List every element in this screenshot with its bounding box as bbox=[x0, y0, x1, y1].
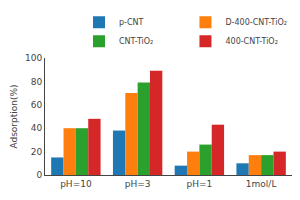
svg-text:D-400-CNT-TiO₂: D-400-CNT-TiO₂ bbox=[225, 18, 286, 27]
svg-text:1mol/L: 1mol/L bbox=[246, 179, 277, 189]
svg-text:0: 0 bbox=[36, 170, 42, 180]
svg-text:pH=1: pH=1 bbox=[187, 179, 213, 189]
svg-text:80: 80 bbox=[31, 77, 43, 87]
svg-text:100: 100 bbox=[25, 53, 42, 63]
svg-text:p-CNT: p-CNT bbox=[119, 18, 144, 27]
svg-text:20: 20 bbox=[31, 147, 43, 157]
svg-text:CNT-TiO₂: CNT-TiO₂ bbox=[119, 37, 153, 46]
svg-text:Adsorption(%): Adsorption(%) bbox=[9, 84, 19, 148]
svg-text:pH=3: pH=3 bbox=[125, 179, 151, 189]
svg-text:400-CNT-TiO₂: 400-CNT-TiO₂ bbox=[225, 37, 277, 46]
svg-text:40: 40 bbox=[31, 123, 43, 133]
svg-text:pH=10: pH=10 bbox=[60, 179, 92, 189]
svg-text:60: 60 bbox=[31, 100, 43, 110]
